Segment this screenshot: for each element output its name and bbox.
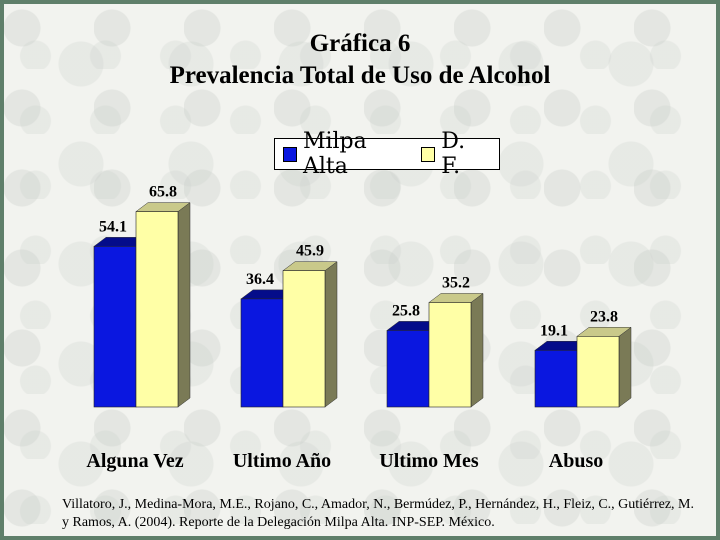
legend-swatch-milpa-alta (283, 146, 297, 162)
bar-s1-c1 (282, 270, 326, 408)
bar-s1-c3 (576, 336, 620, 408)
bar-s1-c0 (135, 211, 179, 408)
data-label-s0-c2: 25.8 (392, 302, 420, 319)
bar-side-s1-c2 (470, 292, 484, 408)
chart-title: Gráfica 6 (309, 30, 411, 57)
chart-subtitle: Prevalencia Total de Uso de Alcohol (169, 62, 551, 89)
bar-s1-c2 (428, 302, 472, 408)
bar-side-s1-c3 (618, 326, 632, 408)
legend-label-df: D. F. (441, 129, 466, 179)
bar-side-s1-c1 (324, 261, 338, 408)
bar-s0-c3 (534, 349, 578, 408)
data-label-s1-c0: 65.8 (149, 184, 177, 201)
source-citation: Villatoro, J., Medina-Mora, M.E., Rojano… (62, 497, 694, 530)
slide-background (4, 4, 716, 536)
bar-side-s1-c0 (177, 202, 191, 408)
category-label-ultimo-ano: Ultimo Año (232, 450, 332, 472)
bar-s0-c2 (386, 330, 430, 408)
data-label-s0-c3: 19.1 (540, 322, 568, 339)
bar-s0-c1 (240, 298, 284, 408)
data-label-s1-c2: 35.2 (442, 274, 470, 291)
chart-legend: Milpa Alta D. F. (274, 129, 500, 179)
bar-s0-c0 (93, 246, 137, 408)
data-label-s1-c3: 23.8 (590, 308, 618, 325)
data-label-s1-c1: 45.9 (296, 243, 324, 260)
category-label-ultimo-mes: Ultimo Mes (379, 450, 479, 472)
legend-label-milpa-alta: Milpa Alta (302, 129, 367, 179)
data-label-s0-c0: 54.1 (99, 218, 127, 235)
legend-swatch-df (421, 146, 436, 162)
data-label-s0-c1: 36.4 (246, 271, 274, 288)
category-label-abuso: Abuso (548, 450, 604, 472)
category-label-alguna-vez: Alguna Vez (86, 450, 184, 472)
